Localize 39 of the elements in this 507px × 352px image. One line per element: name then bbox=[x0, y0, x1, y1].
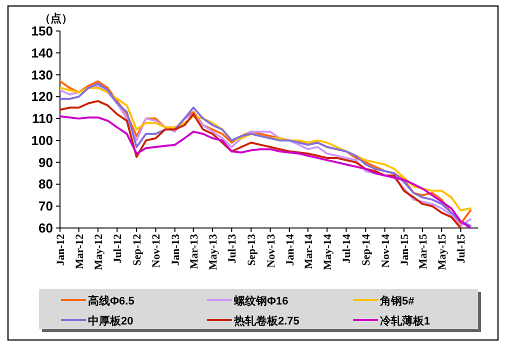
legend-label: 螺纹钢Φ16 bbox=[233, 294, 288, 308]
x-tick-label: Jul-14 bbox=[341, 234, 354, 264]
x-tick-label: May-14 bbox=[322, 234, 334, 270]
x-tick-label: Jan-14 bbox=[284, 234, 296, 266]
x-tick-label: Nov-13 bbox=[265, 234, 278, 268]
x-tick-label: May-12 bbox=[92, 234, 105, 270]
x-tick-label: Jan-12 bbox=[55, 234, 67, 266]
legend-label: 冷轧薄板1 bbox=[380, 314, 430, 328]
x-tick-label: Jan-13 bbox=[170, 234, 182, 266]
x-tick-label: May-15 bbox=[436, 234, 449, 270]
legend-label: 高线Φ6.5 bbox=[88, 294, 134, 308]
x-tick-label: Mar-13 bbox=[188, 234, 200, 270]
legend-label: 中厚板20 bbox=[88, 314, 134, 328]
x-tick-label: Nov-14 bbox=[380, 234, 392, 268]
x-tick-label: Sep-13 bbox=[246, 234, 258, 266]
y-tick-label: 100 bbox=[31, 132, 53, 148]
y-tick-label: 150 bbox=[31, 24, 53, 38]
x-tick-label: Sep-12 bbox=[132, 234, 144, 266]
legend-label: 热轧卷板2.75 bbox=[233, 314, 300, 328]
y-axis-title: （点） bbox=[40, 12, 72, 25]
x-tick-label: Jul-15 bbox=[456, 234, 468, 264]
y-tick-label: 130 bbox=[31, 67, 53, 82]
x-tick-label: Sep-14 bbox=[360, 234, 373, 266]
y-tick-label: 80 bbox=[38, 176, 53, 192]
x-tick-label: Jul-12 bbox=[112, 234, 124, 264]
x-tick-label: Mar-15 bbox=[417, 234, 430, 270]
legend-label: 角钢5# bbox=[379, 294, 414, 308]
y-tick-label: 120 bbox=[31, 89, 53, 104]
y-tick-label: 90 bbox=[38, 154, 53, 170]
y-tick-label: 140 bbox=[31, 45, 53, 60]
x-tick-label: Jan-15 bbox=[398, 234, 411, 266]
x-tick-label: Mar-14 bbox=[302, 234, 315, 270]
y-tick-label: 70 bbox=[38, 198, 53, 214]
x-tick-label: May-13 bbox=[208, 234, 220, 270]
y-tick-label: 60 bbox=[38, 220, 53, 236]
y-tick-label: 110 bbox=[32, 111, 53, 126]
x-tick-label: Jul-13 bbox=[226, 234, 239, 264]
x-tick-label: Nov-12 bbox=[150, 234, 163, 268]
x-tick-label: Mar-12 bbox=[74, 234, 86, 270]
